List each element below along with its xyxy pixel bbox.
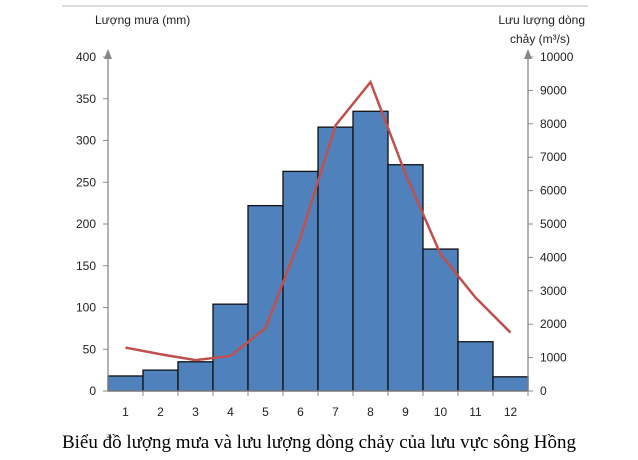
bar-month-12 (492, 376, 529, 392)
right-tick-label: 7000 (540, 150, 567, 164)
x-tick-label: 2 (157, 405, 164, 419)
right-tick-label: 2000 (540, 317, 567, 331)
left-tick-label: 150 (76, 259, 96, 273)
bar-month-1 (107, 375, 144, 392)
right-tick-label: 8000 (540, 117, 567, 131)
left-tick-label: 100 (76, 301, 96, 315)
left-tick-label: 250 (76, 175, 96, 189)
x-tick-label: 7 (332, 405, 339, 419)
right-tick-label: 10000 (540, 50, 574, 64)
bar-month-11 (457, 341, 494, 392)
right-tick-label: 6000 (540, 184, 567, 198)
x-tick-label: 9 (402, 405, 409, 419)
x-tick-label: 1 (122, 405, 129, 419)
left-tick-label: 200 (76, 217, 96, 231)
bar-month-3 (177, 361, 214, 392)
right-tick-label: 3000 (540, 284, 567, 298)
x-tick-label: 10 (434, 405, 448, 419)
chart-title: Biểu đồ lượng mưa và lưu lượng dòng chảy… (61, 432, 577, 453)
bar-month-6 (282, 170, 319, 392)
x-tick-label: 5 (262, 405, 269, 419)
discharge-line (125, 79, 512, 362)
right-axis-title-line2: chảy (m³/s) (510, 32, 570, 46)
x-tick-label: 3 (192, 405, 199, 419)
x-tick-label: 6 (297, 405, 304, 419)
right-tick-label: 5000 (540, 217, 567, 231)
left-tick-label: 400 (76, 50, 96, 64)
x-tick-label: 4 (227, 405, 234, 419)
chart-svg: 0501001502002503003504000100020003000400… (62, 5, 588, 419)
left-tick-label: 350 (76, 92, 96, 106)
right-tick-label: 4000 (540, 250, 567, 264)
bar-month-2 (142, 369, 179, 392)
right-tick-label: 0 (540, 384, 547, 398)
x-tick-label: 8 (367, 405, 374, 419)
x-tick-label: 11 (469, 405, 482, 419)
bar-month-8 (352, 110, 389, 392)
right-tick-label: 1000 (540, 351, 567, 365)
left-tick-label: 0 (89, 384, 96, 398)
x-tick-label: 12 (504, 405, 518, 419)
right-axis-title-line1: Lưu lượng dòng (498, 13, 585, 27)
bar-month-9 (387, 164, 424, 392)
right-tick-label: 9000 (540, 83, 567, 97)
left-axis-title: Lượng mưa (mm) (95, 13, 190, 27)
left-tick-label: 50 (83, 342, 97, 356)
left-tick-label: 300 (76, 134, 96, 148)
